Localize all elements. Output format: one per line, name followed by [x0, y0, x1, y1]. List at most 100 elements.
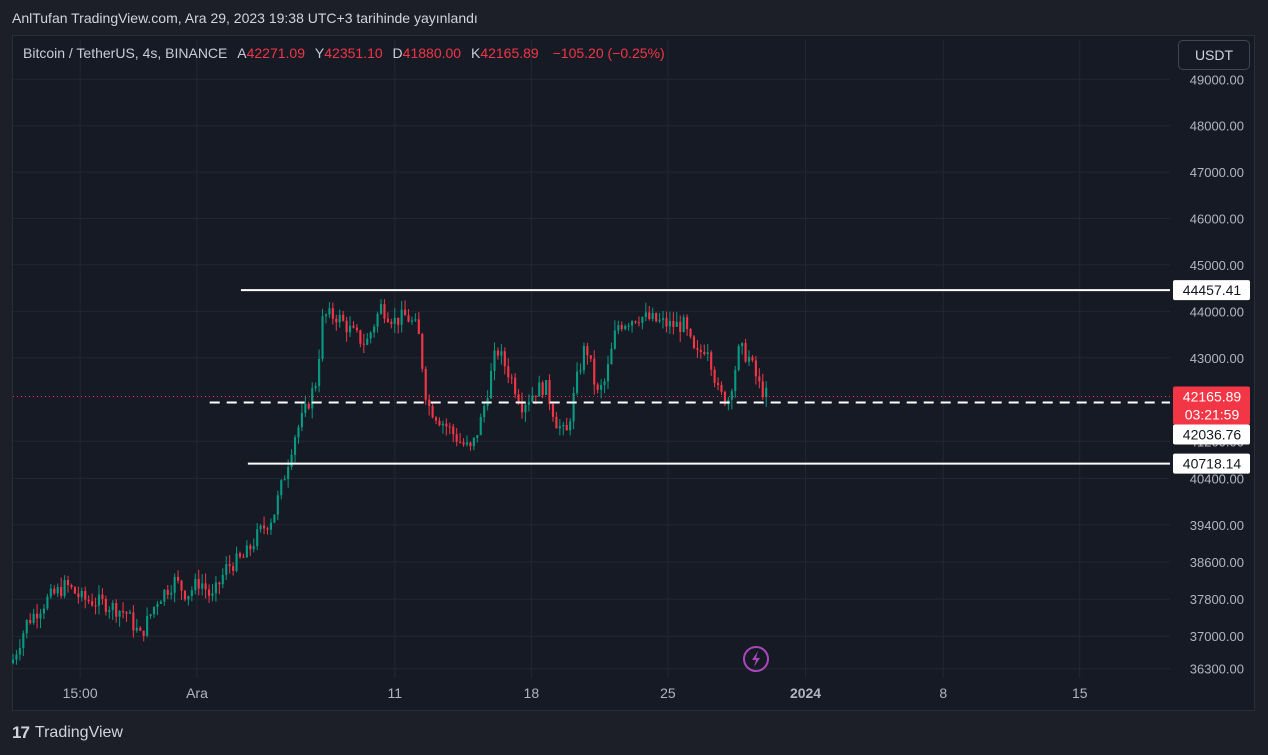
candle-up: [283, 479, 286, 481]
change-value: −105.20 (−0.25%): [552, 45, 665, 61]
x-axis-tick-label: 15:00: [63, 685, 98, 701]
candle-up: [314, 386, 317, 389]
candle-up: [393, 317, 396, 325]
candle-down: [503, 351, 506, 367]
candle-down: [180, 580, 183, 591]
candle-up: [527, 401, 530, 405]
candle-up: [135, 627, 138, 631]
candle-down: [84, 590, 87, 600]
candle-up: [414, 319, 417, 321]
candle-up: [245, 545, 248, 558]
candle-down: [383, 304, 386, 319]
candle-up: [11, 659, 15, 664]
candle-up: [479, 416, 482, 436]
candle-up: [22, 633, 25, 649]
candle-up: [737, 346, 740, 371]
candle-up: [617, 325, 620, 331]
candle-down: [758, 376, 761, 382]
candle-up: [235, 553, 238, 571]
candle-up: [49, 588, 52, 597]
candle-down: [510, 377, 513, 379]
y-axis-tick-label: 44000.00: [1190, 304, 1244, 319]
candle-down: [469, 442, 472, 447]
candle-up: [156, 603, 159, 608]
candle-up: [575, 371, 579, 393]
candle-down: [232, 566, 235, 571]
level-price-label: 44457.41: [1183, 282, 1242, 298]
candle-down: [386, 318, 389, 322]
candle-down: [496, 350, 500, 356]
candle-up: [221, 574, 224, 585]
candle-up: [287, 466, 290, 480]
candle-down: [665, 318, 668, 327]
candle-down: [390, 321, 393, 325]
y-axis-tick-label: 49000.00: [1190, 72, 1244, 87]
candle-up: [259, 525, 262, 530]
candle-down: [534, 395, 537, 397]
candle-down: [53, 588, 56, 594]
candle-up: [290, 454, 293, 467]
candle-down: [686, 317, 689, 330]
candle-up: [545, 380, 548, 395]
candle-down: [637, 322, 641, 324]
low-value: 41880.00: [402, 45, 462, 61]
candle-up: [572, 392, 575, 422]
y-axis-tick-label: 37000.00: [1190, 629, 1244, 644]
candle-up: [765, 387, 768, 398]
candle-down: [723, 391, 727, 405]
level-price-tag: [1173, 424, 1250, 445]
candle-up: [42, 608, 46, 614]
candle-up: [297, 427, 300, 438]
candle-down: [517, 394, 520, 403]
candle-down: [87, 599, 90, 602]
lightning-icon[interactable]: [743, 646, 769, 672]
candle-down: [648, 312, 651, 320]
candle-down: [431, 405, 434, 418]
candle-down: [421, 333, 424, 369]
candle-down: [29, 620, 32, 624]
candle-up: [273, 514, 276, 523]
candle-down: [125, 612, 128, 614]
candle-down: [565, 425, 568, 431]
candle-up: [97, 594, 101, 606]
candle-up: [328, 308, 331, 315]
candle-up: [531, 395, 534, 402]
candle-down: [70, 585, 73, 588]
chart-frame[interactable]: [12, 35, 1255, 711]
candle-down: [593, 358, 596, 385]
candle-up: [170, 592, 173, 595]
candle-down: [551, 404, 555, 417]
candle-up: [324, 314, 328, 317]
candle-up: [476, 435, 479, 438]
candle-up: [280, 480, 283, 496]
candle-down: [115, 602, 118, 617]
candle-down: [514, 377, 517, 395]
candle-down: [520, 402, 524, 413]
candle-down: [417, 319, 420, 334]
candle-up: [159, 601, 162, 604]
currency-button[interactable]: USDT: [1178, 40, 1250, 70]
candle-down: [139, 627, 142, 631]
candle-up: [668, 320, 671, 327]
symbol-label[interactable]: Bitcoin / TetherUS, 4s, BINANCE: [23, 45, 228, 61]
candle-down: [679, 321, 682, 333]
candle-down: [589, 355, 592, 359]
candle-up: [741, 343, 744, 347]
candle-down: [716, 382, 720, 386]
candle-up: [338, 314, 341, 323]
y-axis-tick-label: 40400.00: [1190, 471, 1244, 486]
candle-up: [493, 350, 496, 371]
candle-down: [359, 330, 362, 344]
candle-down: [73, 587, 76, 594]
tradingview-logo[interactable]: 17 TradingView: [12, 723, 123, 743]
candle-down: [434, 417, 438, 421]
candle-down: [263, 525, 266, 529]
candle-down: [634, 321, 637, 323]
candle-down: [249, 545, 252, 550]
candle-down: [266, 528, 269, 530]
candle-up: [658, 319, 661, 322]
candle-down: [91, 601, 94, 606]
candle-down: [36, 613, 39, 619]
candle-down: [462, 442, 465, 445]
